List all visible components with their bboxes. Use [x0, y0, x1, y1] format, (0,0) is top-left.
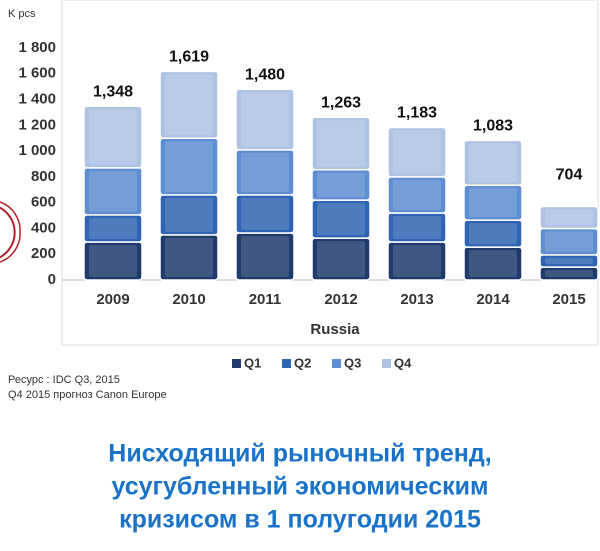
bar-highlight — [165, 74, 213, 136]
bar-highlight — [241, 197, 289, 230]
total-label: 1,480 — [245, 66, 285, 83]
bar-highlight — [469, 223, 517, 245]
bar-highlight — [89, 217, 137, 239]
total-label: 1,083 — [473, 118, 513, 135]
bar-highlight — [89, 170, 137, 212]
bar-highlight — [165, 141, 213, 192]
y-unit: K pcs — [8, 8, 36, 20]
bar-highlight — [393, 130, 441, 174]
legend-label: Q3 — [344, 355, 361, 370]
x-tick-label: 2010 — [172, 291, 205, 308]
bar-highlight — [241, 235, 289, 277]
bar-segment — [539, 205, 599, 230]
bar-segment — [235, 88, 295, 151]
legend-label: Q4 — [394, 355, 412, 370]
bar-segment — [387, 126, 447, 178]
bar-highlight — [317, 120, 365, 167]
x-tick-label: 2009 — [96, 291, 129, 308]
total-label: 1,619 — [169, 49, 209, 66]
bar-segment — [83, 105, 143, 169]
bar-segment — [463, 139, 523, 187]
x-tick-label: 2011 — [249, 291, 282, 308]
bar-highlight — [469, 188, 517, 218]
bar-highlight — [545, 257, 593, 265]
y-tick-label: 200 — [31, 245, 56, 262]
bar-highlight — [545, 270, 593, 277]
y-tick-label: 400 — [31, 219, 56, 236]
bar-highlight — [545, 231, 593, 252]
bar-highlight — [317, 241, 365, 277]
legend-swatch — [382, 359, 391, 368]
bar-segment — [311, 116, 371, 171]
headline: Нисходящий рыночный тренд, — [108, 440, 491, 468]
total-label: 704 — [556, 166, 583, 183]
bar-highlight — [393, 244, 441, 277]
y-tick-label: 1 800 — [18, 39, 56, 56]
bar-highlight — [469, 143, 517, 183]
x-tick-label: 2012 — [324, 291, 357, 308]
x-tick-label: 2013 — [400, 291, 433, 308]
headline: кризисом в 1 полугодии 2015 — [119, 506, 481, 534]
bar-segment — [159, 70, 219, 139]
bar-highlight — [241, 92, 289, 147]
legend-swatch — [232, 359, 241, 368]
total-label: 1,263 — [321, 94, 361, 111]
bar-highlight — [165, 237, 213, 277]
legend-label: Q1 — [244, 355, 261, 370]
y-tick-label: 1 000 — [18, 142, 56, 159]
y-tick-label: 600 — [31, 194, 56, 211]
bar-highlight — [469, 250, 517, 277]
x-tick-label: 2014 — [476, 291, 510, 308]
total-label: 1,183 — [397, 105, 437, 122]
note: Q4 2015 прогноз Canon Europe — [8, 389, 167, 401]
bar-highlight — [165, 197, 213, 232]
circle-mark — [0, 201, 21, 263]
headline: усугубленный экономическим — [111, 473, 488, 501]
y-tick-label: 1 600 — [18, 65, 56, 82]
y-tick-label: 1 200 — [18, 116, 56, 133]
bar-highlight — [241, 152, 289, 192]
y-tick-label: 1 400 — [18, 91, 56, 108]
y-tick-label: 800 — [31, 168, 56, 185]
x-tick-label: 2015 — [552, 291, 585, 308]
legend-swatch — [332, 359, 341, 368]
bar-highlight — [393, 215, 441, 239]
bar-highlight — [317, 203, 365, 236]
total-label: 1,348 — [93, 83, 133, 100]
legend-label: Q2 — [294, 355, 311, 370]
bar-highlight — [317, 172, 365, 198]
x-axis-label: Russia — [310, 321, 360, 338]
bar-highlight — [545, 209, 593, 226]
y-tick-label: 0 — [48, 271, 56, 288]
circle-mark — [0, 206, 16, 259]
bar-highlight — [393, 179, 441, 210]
legend-swatch — [282, 359, 291, 368]
bar-highlight — [89, 109, 137, 165]
note: Ресурс : IDC Q3, 2015 — [8, 374, 120, 386]
bar-highlight — [89, 244, 137, 277]
chart-frame — [61, 0, 599, 346]
